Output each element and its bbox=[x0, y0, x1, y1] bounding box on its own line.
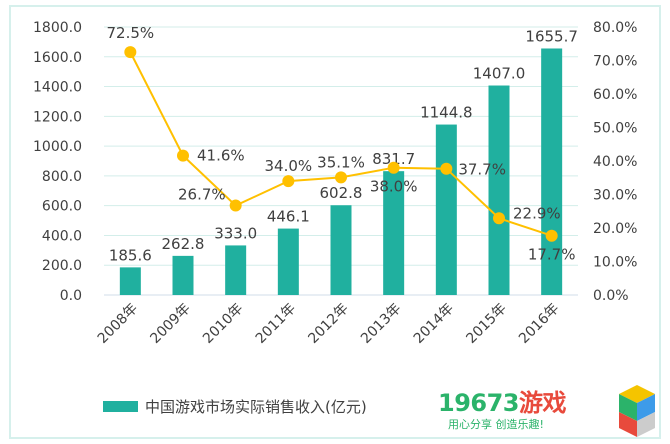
x-axis-tick: 2010年 bbox=[200, 301, 246, 347]
x-axis-tick: 2012年 bbox=[305, 301, 351, 347]
line-data-label: 22.9% bbox=[513, 204, 561, 222]
left-axis-tick: 0.0 bbox=[60, 288, 82, 304]
watermark-tagline: 用心分享 创造乐趣! bbox=[448, 418, 544, 431]
line-data-label: 17.7% bbox=[528, 246, 576, 264]
line-data-label: 35.1% bbox=[317, 153, 365, 171]
right-axis-tick: 30.0% bbox=[593, 188, 637, 204]
chart-frame bbox=[9, 5, 661, 439]
line-point bbox=[335, 171, 347, 184]
x-axis-tick: 2016年 bbox=[516, 301, 562, 347]
x-axis-tick: 2013年 bbox=[358, 301, 404, 347]
line-point bbox=[493, 212, 505, 225]
legend: 中国游戏市场实际销售收入(亿元) bbox=[103, 396, 367, 417]
bar-data-label: 333.0 bbox=[214, 224, 257, 242]
bar bbox=[277, 228, 299, 295]
right-axis-tick: 0.0% bbox=[593, 288, 629, 304]
bar-data-label: 185.6 bbox=[109, 246, 152, 264]
left-axis-tick: 200.0 bbox=[42, 258, 82, 274]
line-point bbox=[229, 199, 242, 212]
bar-data-label: 602.8 bbox=[320, 184, 363, 202]
bar bbox=[383, 171, 405, 295]
right-axis-tick: 10.0% bbox=[593, 255, 637, 271]
line-data-label: 34.0% bbox=[265, 157, 313, 175]
right-axis-tick: 40.0% bbox=[593, 154, 637, 170]
left-axis-tick: 1000.0 bbox=[33, 139, 82, 155]
line-point bbox=[440, 162, 453, 175]
line-data-label: 37.7% bbox=[458, 161, 506, 179]
right-axis-tick: 60.0% bbox=[593, 87, 637, 103]
bar-data-label: 446.1 bbox=[267, 208, 310, 226]
x-axis-tick: 2009年 bbox=[147, 301, 193, 347]
left-axis-tick: 600.0 bbox=[42, 199, 82, 215]
left-axis-tick: 1400.0 bbox=[33, 80, 82, 96]
bar bbox=[225, 245, 247, 295]
left-axis-tick: 1200.0 bbox=[33, 109, 82, 125]
legend-label: 中国游戏市场实际销售收入(亿元) bbox=[145, 398, 367, 416]
right-axis-tick: 70.0% bbox=[593, 54, 637, 70]
right-axis-tick: 50.0% bbox=[593, 121, 637, 137]
cube-logo-icon bbox=[619, 385, 655, 437]
watermark-text: 19673游戏 bbox=[438, 389, 567, 417]
line-data-label: 38.0% bbox=[370, 178, 418, 196]
bar bbox=[435, 124, 457, 295]
left-axis-tick: 1600.0 bbox=[33, 50, 82, 66]
bar-data-label: 831.7 bbox=[372, 150, 415, 168]
x-axis-tick: 2015年 bbox=[463, 301, 509, 347]
x-axis-tick: 2008年 bbox=[95, 301, 141, 347]
bar-data-label: 1407.0 bbox=[473, 65, 526, 83]
line-data-label: 41.6% bbox=[197, 147, 245, 165]
bar bbox=[119, 267, 141, 295]
legend-swatch bbox=[103, 401, 138, 412]
line-point bbox=[282, 175, 295, 188]
line-point bbox=[387, 161, 400, 174]
line-point bbox=[124, 46, 137, 59]
left-axis-tick: 1800.0 bbox=[33, 20, 82, 36]
bar bbox=[330, 205, 352, 295]
x-axis-tick: 2011年 bbox=[253, 301, 299, 347]
right-axis-tick: 80.0% bbox=[593, 20, 637, 36]
bar bbox=[172, 255, 194, 295]
bar-data-label: 1144.8 bbox=[420, 104, 473, 122]
right-axis-tick: 20.0% bbox=[593, 221, 637, 237]
x-axis-tick: 2014年 bbox=[411, 301, 457, 347]
line-data-label: 72.5% bbox=[107, 24, 155, 42]
bar bbox=[488, 85, 510, 295]
bar-data-label: 1655.7 bbox=[525, 27, 578, 45]
watermark-logo: 19673游戏 用心分享 创造乐趣! bbox=[424, 383, 664, 441]
line-data-label: 26.7% bbox=[178, 186, 226, 204]
line-point bbox=[545, 229, 558, 242]
left-axis-tick: 800.0 bbox=[42, 169, 82, 185]
bar-data-label: 262.8 bbox=[162, 235, 205, 253]
line-point bbox=[177, 149, 189, 162]
left-axis-tick: 400.0 bbox=[42, 228, 82, 244]
